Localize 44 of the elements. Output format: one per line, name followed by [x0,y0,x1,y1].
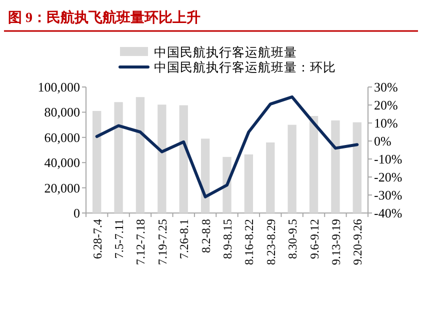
x-tick-label: 8.23-8.29 [264,219,278,265]
y-tick-label: 60,000 [44,130,80,145]
bar [114,102,123,213]
x-tick-label: 9.6-9.12 [307,219,322,259]
bar [288,124,296,213]
x-tick-label: 7.26-8.1 [177,219,192,259]
y-tick-label: 80,000 [44,104,80,120]
title: 图 9：民航执飞航班量环比上升 [8,11,200,26]
legend-label: 中国民航执行客运航班量 [154,44,297,60]
y2-tick-label: 10% [374,116,398,130]
x-tick-label: 7.5-7.11 [112,219,126,259]
x-tick-label: 8.30-9.5 [286,219,300,259]
x-tick-label: 6.28-7.4 [90,219,104,259]
bar [352,122,362,213]
line-series [95,95,359,198]
bar [222,156,232,213]
y-tick-label: 20,000 [44,180,80,196]
x-tick-label: 8.9-8.15 [220,219,234,259]
y-tick-label: 0 [74,206,80,220]
x-tick-label: 7.12-7.18 [134,219,148,265]
y2-tick-label: 20% [374,98,398,112]
bar [331,120,340,213]
y-tick-label: 40,000 [44,155,80,170]
x-tick-label: 9.13-9.19 [328,219,343,265]
legend-label: 中国民航执行客运航班量：环比 [154,60,336,74]
bar [266,142,275,213]
y-tick-label: 100,000 [38,80,80,94]
bar [136,97,145,213]
bar [244,154,254,213]
y2-tick-label: -40% [374,206,402,220]
bar [92,110,102,213]
y2-tick-label: -20% [374,170,402,184]
y2-tick-label: 30% [374,80,398,94]
bar [200,138,210,213]
x-tick-label: 8.16-8.22 [242,219,256,265]
bar [158,104,166,213]
y2-tick-label: -10% [374,152,402,166]
x-tick-label: 9.20-9.26 [350,219,365,265]
bar [309,116,318,213]
bar [179,105,188,213]
y2-tick-label: -30% [374,188,402,202]
x-tick-label: 7.19-7.25 [155,219,170,265]
y2-tick-label: 0% [374,134,392,148]
x-tick-label: 8.2-8.8 [198,219,213,253]
